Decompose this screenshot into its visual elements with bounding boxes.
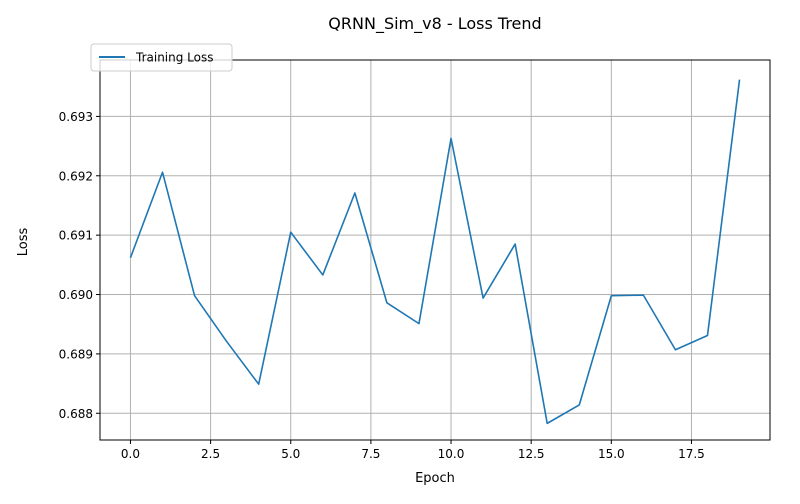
series-line-training-loss xyxy=(129,79,741,425)
x-tick-label: 17.5 xyxy=(678,447,705,461)
y-tick-label: 0.688 xyxy=(59,407,93,421)
legend-label-training-loss: Training Loss xyxy=(135,51,213,65)
legend-box xyxy=(90,43,233,72)
series-layer xyxy=(129,79,741,425)
x-tick-label: 5.0 xyxy=(281,447,300,461)
y-tick-label: 0.691 xyxy=(59,229,93,243)
x-axis-label: Epoch xyxy=(415,471,455,486)
chart-title: QRNN_Sim_v8 - Loss Trend xyxy=(328,14,541,34)
x-tick-label: 10.0 xyxy=(438,447,465,461)
plot-frame xyxy=(99,59,771,441)
x-tick-label: 7.5 xyxy=(361,447,380,461)
legend: Training Loss xyxy=(90,43,233,72)
y-tick-label: 0.692 xyxy=(59,169,93,183)
y-axis-label: Loss xyxy=(16,228,31,257)
x-tick-label: 0.0 xyxy=(121,447,140,461)
y-tick-label: 0.693 xyxy=(59,110,93,124)
axis-ticks: 0.0 2.5 5.0 7.5 10.0 12.5 15.0 17.5 0.688 0.689 0.… xyxy=(59,110,705,461)
y-tick-label: 0.689 xyxy=(59,347,93,361)
grid xyxy=(100,60,770,440)
x-tick-label: 15.0 xyxy=(598,447,625,461)
y-tick-label: 0.690 xyxy=(59,288,93,302)
x-tick-label: 2.5 xyxy=(201,447,220,461)
x-tick-label: 12.5 xyxy=(518,447,545,461)
